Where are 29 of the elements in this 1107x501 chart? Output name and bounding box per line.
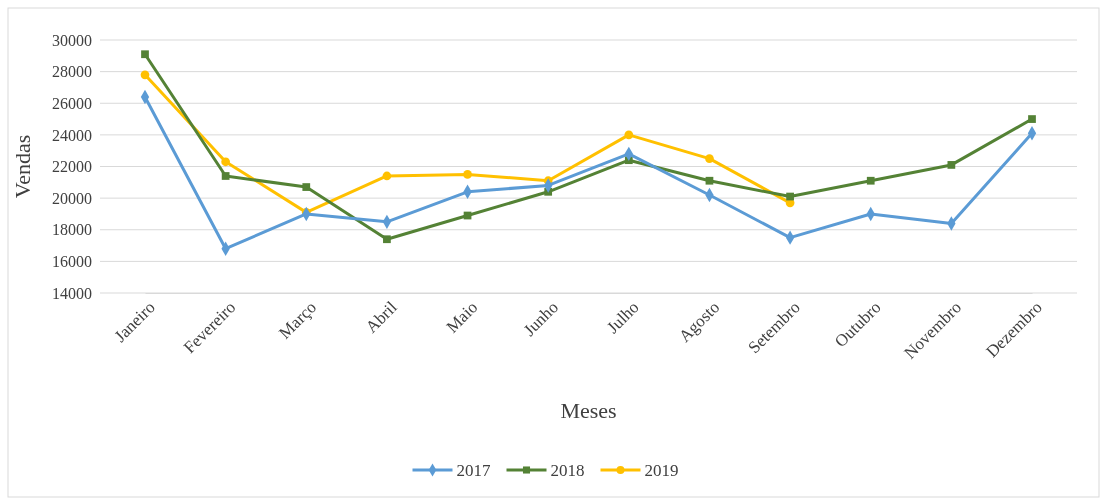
y-tick-label: 16000 <box>52 252 92 270</box>
point <box>786 192 794 201</box>
point <box>221 157 231 167</box>
legend-label: 2019 <box>644 460 679 480</box>
point <box>141 50 149 59</box>
y-tick-label: 14000 <box>52 284 92 302</box>
point <box>705 154 714 163</box>
point <box>382 171 392 181</box>
y-tick-label: 20000 <box>52 189 92 207</box>
y-tick-label: 22000 <box>52 158 92 176</box>
point <box>947 161 956 169</box>
y-tick-label: 24000 <box>52 126 92 144</box>
point <box>302 183 311 191</box>
point <box>866 176 875 185</box>
y-tick-label: 26000 <box>52 94 92 112</box>
y-tick-label: 18000 <box>52 221 92 239</box>
point <box>221 172 230 180</box>
y-axis-title: Vendas <box>10 134 35 199</box>
point <box>624 130 634 140</box>
x-axis-title: Meses <box>560 398 617 423</box>
point <box>705 176 714 185</box>
y-tick-label: 28000 <box>52 63 92 81</box>
point <box>140 70 150 80</box>
point <box>383 235 391 244</box>
y-tick-label: 30000 <box>52 31 92 49</box>
legend-label: 2017 <box>456 460 491 480</box>
legend-label: 2018 <box>550 460 585 480</box>
point <box>1028 115 1036 123</box>
point <box>463 170 472 179</box>
